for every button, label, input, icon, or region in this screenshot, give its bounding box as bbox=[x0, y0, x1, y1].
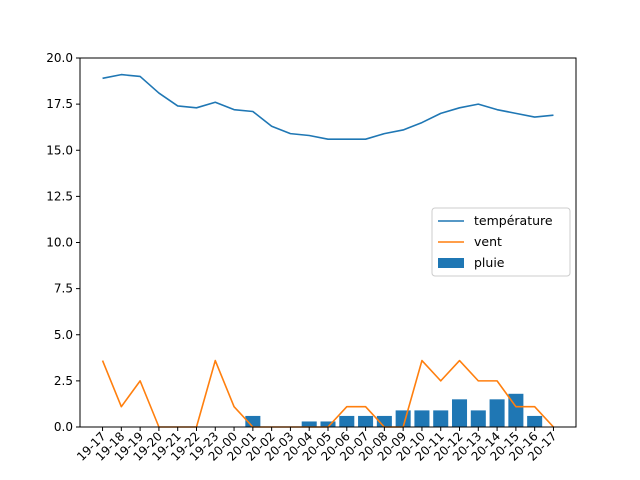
bar-pluie-20-11 bbox=[433, 410, 449, 427]
bar-pluie-20-05 bbox=[320, 421, 336, 427]
legend-box bbox=[431, 207, 571, 277]
bar-pluie-20-06 bbox=[339, 415, 355, 427]
legend-label-pluie: pluie bbox=[474, 255, 505, 270]
legend-swatch-pluie bbox=[438, 258, 464, 268]
legend: température vent pluie bbox=[431, 207, 571, 277]
y-tick-label: 10.0 bbox=[46, 236, 73, 250]
y-tick-label: 12.5 bbox=[46, 189, 73, 203]
y-tick-label: 20.0 bbox=[46, 51, 73, 65]
y-tick-label: 5.0 bbox=[54, 328, 73, 342]
bar-pluie-20-01 bbox=[245, 415, 261, 427]
bar-pluie-20-04 bbox=[301, 421, 317, 427]
series-line-temperature bbox=[102, 73, 554, 140]
y-tick-label: 2.5 bbox=[54, 374, 73, 388]
y-tick-label: 7.5 bbox=[54, 282, 73, 296]
bar-pluie-20-13 bbox=[470, 410, 486, 427]
bar-pluie-20-12 bbox=[452, 399, 468, 427]
bar-pluie-20-16 bbox=[527, 415, 543, 427]
bar-pluie-20-10 bbox=[414, 410, 430, 427]
bar-pluie-20-14 bbox=[489, 399, 505, 427]
legend-label-temperature: température bbox=[474, 213, 553, 228]
legend-label-vent: vent bbox=[474, 234, 502, 249]
y-tick-label: 0.0 bbox=[54, 420, 73, 434]
bar-pluie-20-07 bbox=[358, 415, 374, 427]
bar-pluie-20-08 bbox=[376, 415, 392, 427]
y-tick-label: 15.0 bbox=[46, 143, 73, 157]
y-tick-label: 17.5 bbox=[46, 97, 73, 111]
bars-layer bbox=[245, 393, 543, 427]
